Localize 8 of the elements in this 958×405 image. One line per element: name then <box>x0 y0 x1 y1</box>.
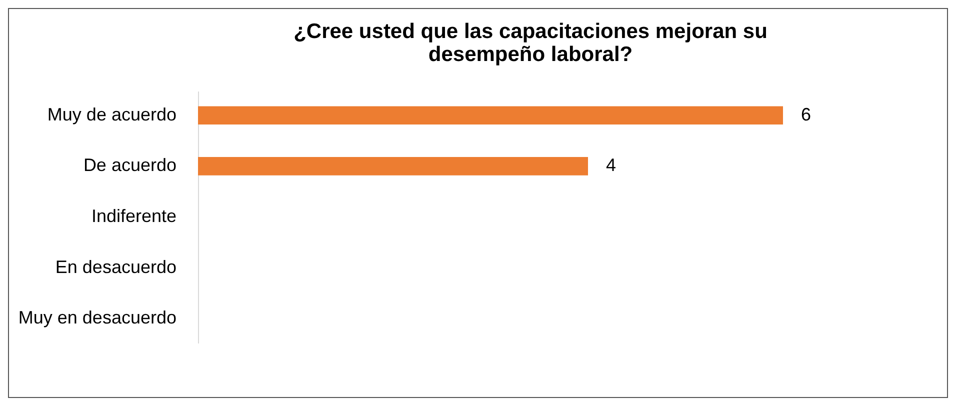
data-label: 6 <box>801 104 812 124</box>
chart-title: ¿Cree usted que las capacitaciones mejoran su desempeño laboral? <box>294 20 768 66</box>
y-tick-label: En desacuerdo <box>55 256 176 277</box>
data-label: 4 <box>606 155 616 176</box>
y-tick-label: Muy de acuerdo <box>47 104 176 124</box>
y-tick-label: Indiferente <box>91 206 176 226</box>
y-tick-label: Muy en desacuerdo <box>18 308 176 328</box>
y-tick-label: De acuerdo <box>83 155 176 176</box>
